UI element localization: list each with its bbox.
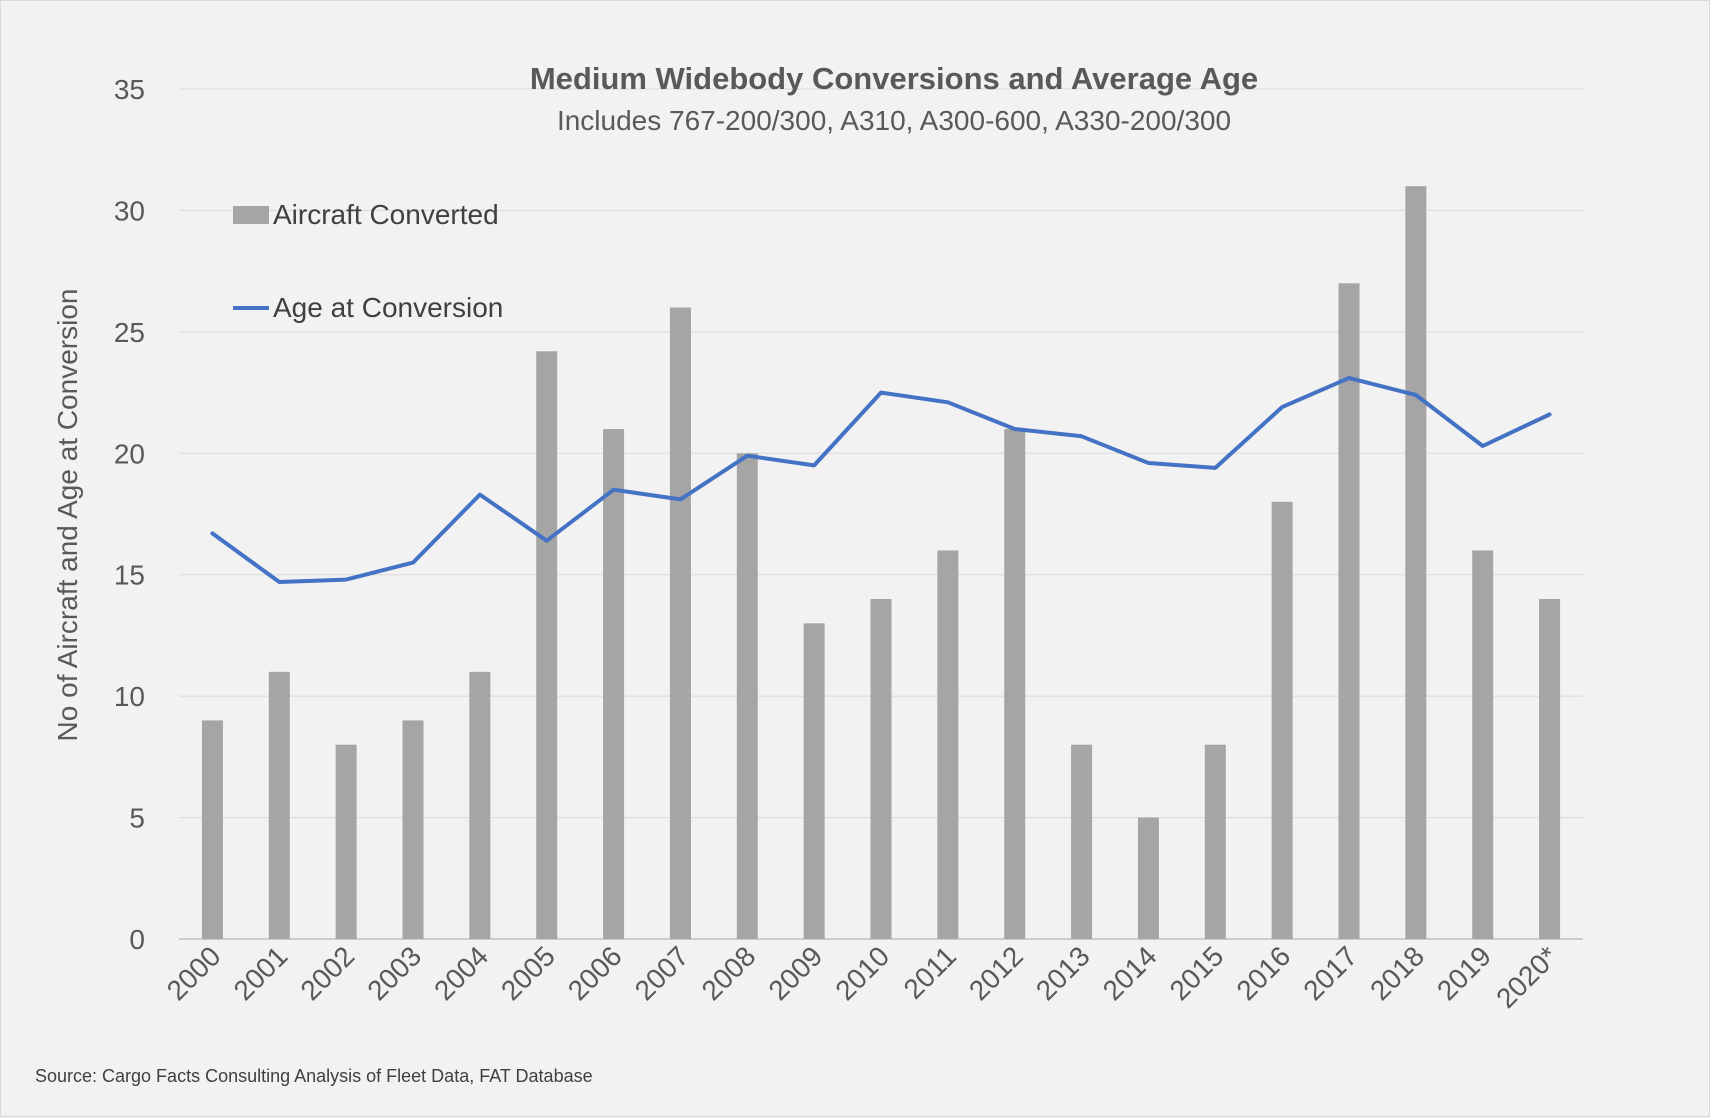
bar-2014 [1138, 818, 1159, 939]
legend: Aircraft Converted Age at Conversion [233, 199, 503, 323]
y-tick-label: 15 [114, 560, 145, 591]
x-tick-label: 2010 [829, 940, 895, 1006]
x-tick-label: 2008 [696, 940, 762, 1006]
x-tick-label: 2007 [629, 940, 695, 1006]
x-tick-label: 2017 [1297, 940, 1363, 1006]
x-tick-label: 2011 [898, 940, 963, 1005]
y-tick-label: 10 [114, 681, 145, 712]
x-tick-label: 2015 [1164, 940, 1230, 1006]
x-tick-label: 2003 [361, 940, 427, 1006]
y-tick-label: 30 [114, 195, 145, 226]
bar-2002 [336, 745, 357, 939]
bar-2006 [603, 429, 624, 939]
bar-2000 [202, 720, 223, 939]
bar-2007 [670, 308, 691, 939]
x-tick-label: 2002 [294, 940, 360, 1006]
legend-label-aircraft-converted: Aircraft Converted [273, 199, 499, 230]
bar-2012 [1004, 429, 1025, 939]
bar-2003 [403, 720, 424, 939]
chart-title: Medium Widebody Conversions and Average … [530, 61, 1258, 96]
x-tick-label: 2009 [762, 940, 828, 1006]
bar-2004 [469, 672, 490, 939]
x-tick-label: 2020* [1490, 940, 1564, 1014]
y-axis-ticks: 0 5 10 15 20 25 30 35 [114, 74, 145, 955]
x-tick-label: 2013 [1030, 940, 1096, 1006]
bar-2020 [1539, 599, 1560, 939]
legend-swatch-aircraft-converted [233, 206, 269, 224]
source-note: Source: Cargo Facts Consulting Analysis … [35, 1066, 593, 1086]
x-tick-label: 2006 [562, 940, 628, 1006]
x-tick-label: 2019 [1431, 940, 1497, 1006]
bar-2011 [937, 550, 958, 939]
x-tick-label: 2018 [1364, 940, 1430, 1006]
y-tick-label: 5 [129, 803, 145, 834]
x-tick-label: 2012 [963, 940, 1029, 1006]
bar-2009 [804, 623, 825, 939]
y-tick-label: 25 [114, 317, 145, 348]
x-tick-label: 2000 [161, 940, 227, 1006]
bar-2018 [1405, 186, 1426, 939]
y-tick-label: 20 [114, 438, 145, 469]
bar-2005 [536, 351, 557, 939]
x-tick-label: 2001 [228, 940, 294, 1006]
chart-subtitle: Includes 767-200/300, A310, A300-600, A3… [557, 105, 1231, 136]
bar-2013 [1071, 745, 1092, 939]
y-tick-label: 0 [129, 924, 145, 955]
bar-2015 [1205, 745, 1226, 939]
x-tick-label: 2014 [1097, 940, 1163, 1006]
bar-2019 [1472, 550, 1493, 939]
bar-2008 [737, 453, 758, 939]
x-tick-label: 2005 [495, 940, 561, 1006]
bar-2010 [871, 599, 892, 939]
x-tick-label: 2016 [1230, 940, 1296, 1006]
legend-label-age-at-conversion: Age at Conversion [273, 292, 503, 323]
bar-2016 [1272, 502, 1293, 939]
y-axis-label: No of Aircraft and Age at Conversion [52, 289, 83, 742]
y-tick-label: 35 [114, 74, 145, 105]
bar-2001 [269, 672, 290, 939]
x-tick-label: 2004 [428, 940, 494, 1006]
